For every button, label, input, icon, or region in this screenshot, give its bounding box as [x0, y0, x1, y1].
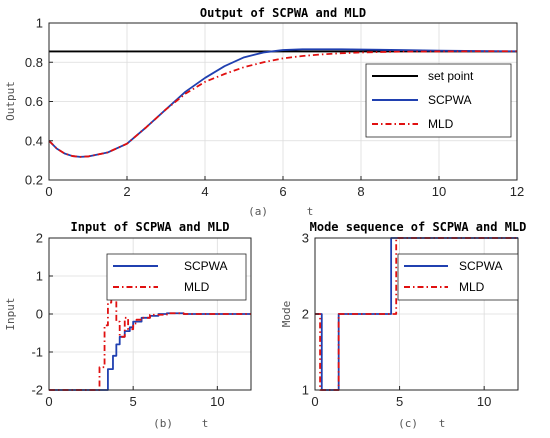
x-tick-label: 0	[45, 394, 52, 409]
legend-scpwa-label: SCPWA	[459, 259, 503, 273]
y-tick-label: 1	[36, 16, 43, 31]
chart-input: Input of SCPWA and MLD 0 5 10 -2 -1 0 1 2 Input…	[4, 220, 252, 430]
x-tick-label: 5	[396, 394, 403, 409]
legend-box	[397, 253, 519, 301]
y-tick-label: 3	[302, 231, 309, 246]
chart-input-series	[49, 271, 251, 391]
chart-output-ylabel: Output	[4, 81, 17, 121]
chart-mode-ticks: 0 5 10 1 2 3	[302, 231, 492, 410]
y-tick-label: 2	[302, 307, 309, 322]
legend-scpwa-label: SCPWA	[428, 93, 472, 107]
chart-mode-series	[315, 237, 518, 391]
x-tick-label: 4	[201, 184, 208, 199]
y-tick-label: 0	[36, 307, 43, 322]
x-tick-label: 0	[311, 394, 318, 409]
series-line-scpwa	[49, 312, 251, 391]
x-tick-label: 2	[123, 184, 130, 199]
chart-input-legend: SCPWA MLD	[106, 253, 247, 301]
x-tick-label: 5	[130, 394, 137, 409]
y-tick-label: 1	[302, 383, 309, 398]
legend-mld-label: MLD	[459, 280, 485, 294]
x-tick-label: 10	[432, 184, 446, 199]
chart-mode-legend: SCPWA MLD	[397, 253, 519, 301]
x-tick-label: 10	[477, 394, 491, 409]
chart-input-title: Input of SCPWA and MLD	[71, 220, 230, 234]
x-tick-label: 6	[279, 184, 286, 199]
chart-input-xlabel: t	[202, 417, 209, 430]
chart-mode: Mode sequence of SCPWA and MLD 0 5 10 1 2 3 M…	[280, 220, 526, 430]
chart-output: Output of SCPWA and MLD 0 2 4 6 8 10 120.20.40…	[4, 6, 524, 218]
y-tick-label: 2	[36, 231, 43, 246]
series-line-mld	[48, 50, 517, 158]
chart-mode-caption: (c)	[398, 417, 418, 430]
series-line-scpwa	[48, 48, 518, 158]
series-line-mld	[49, 271, 251, 391]
chart-mode-title: Mode sequence of SCPWA and MLD	[310, 220, 527, 234]
chart-input-ylabel: Input	[4, 297, 17, 330]
chart-mode-xlabel: t	[439, 417, 446, 430]
legend-mld-label: MLD	[428, 117, 454, 131]
chart-output-xlabel: t	[307, 205, 314, 218]
chart-output-title: Output of SCPWA and MLD	[200, 6, 366, 20]
chart-input-caption: (b)	[153, 417, 173, 430]
chart-output-caption: (a)	[248, 205, 268, 218]
chart-output-ticks: 0 2 4 6 8 10 12 0.2 0.4 0.6 0.8 1	[25, 16, 524, 200]
legend-box	[106, 253, 247, 301]
chart-output-series	[48, 48, 518, 158]
y-tick-label: 0.6	[25, 94, 43, 109]
chart-mode-ylabel: Mode	[280, 301, 293, 328]
y-tick-label: -2	[31, 383, 43, 398]
legend-scpwa-label: SCPWA	[184, 259, 228, 273]
y-tick-label: -1	[31, 345, 43, 360]
y-tick-label: 0.2	[25, 173, 43, 188]
x-tick-label: 10	[210, 394, 224, 409]
x-tick-label: 0	[45, 184, 52, 199]
y-tick-label: 0.8	[25, 55, 43, 70]
x-tick-label: 8	[357, 184, 364, 199]
x-tick-label: 12	[510, 184, 524, 199]
series-line-mld	[315, 237, 518, 391]
y-tick-label: 1	[36, 269, 43, 284]
legend-mld-label: MLD	[184, 280, 210, 294]
y-tick-label: 0.4	[25, 133, 43, 148]
chart-output-legend: set point SCPWA MLD	[365, 63, 512, 138]
legend-setpoint-label: set point	[428, 69, 474, 83]
chart-input-ticks: 0 5 10 -2 -1 0 1 2	[31, 231, 224, 410]
